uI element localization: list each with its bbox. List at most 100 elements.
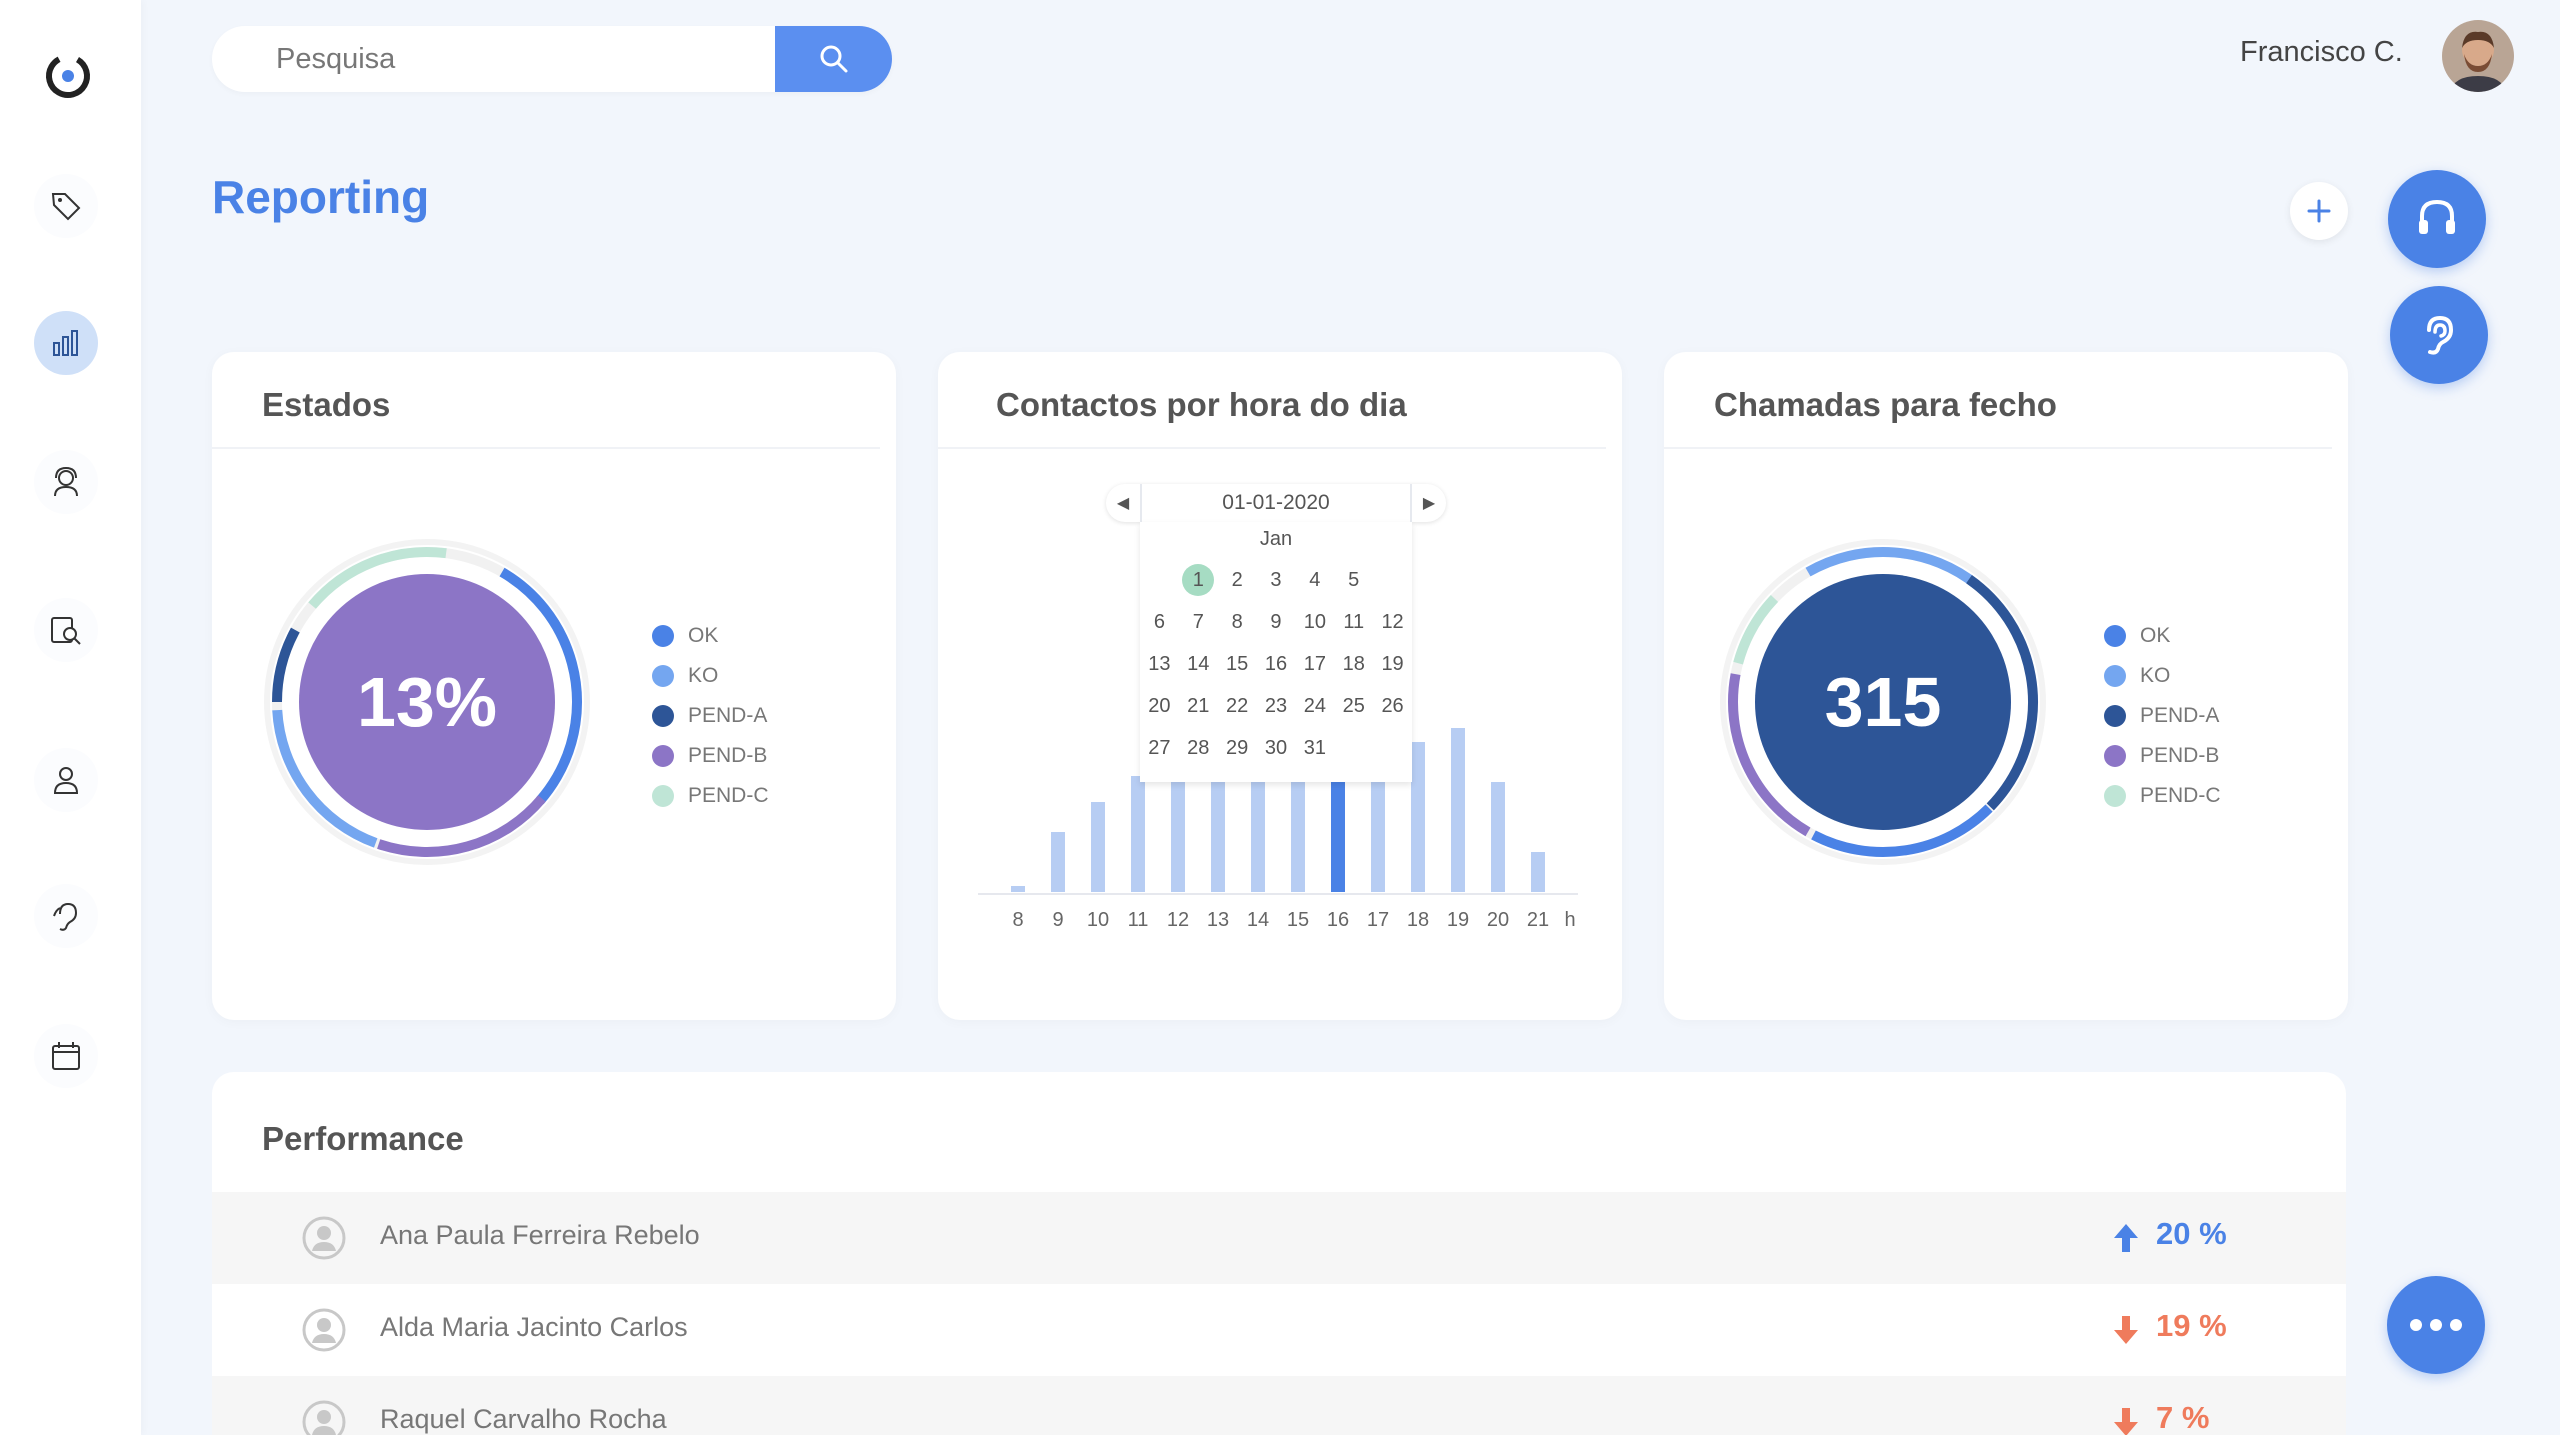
datepicker-day[interactable]: 18: [1342, 652, 1365, 675]
avatar[interactable]: [2442, 20, 2514, 92]
support-headset-button[interactable]: [2388, 170, 2486, 268]
legend-item-pend-a: PEND-A: [2104, 696, 2221, 736]
datepicker-day[interactable]: 16: [1264, 652, 1288, 675]
calendar-icon: [52, 1042, 80, 1070]
x-tick-label: 13: [1207, 909, 1229, 931]
datepicker-day[interactable]: 1: [1179, 560, 1218, 600]
page-title: Reporting: [212, 171, 430, 223]
datepicker-day[interactable]: 2: [1231, 568, 1243, 591]
ear-icon: [2427, 315, 2454, 355]
datepicker-day[interactable]: 23: [1264, 694, 1288, 717]
datepicker-day[interactable]: 14: [1187, 652, 1210, 675]
sidebar-item-agents[interactable]: [34, 450, 98, 514]
sidebar-item-user[interactable]: [34, 748, 98, 812]
datepicker-day[interactable]: 27: [1148, 736, 1171, 759]
sidebar-item-listening[interactable]: [34, 884, 98, 948]
table-row[interactable]: Ana Paula Ferreira Rebelo 20 %: [212, 1192, 2346, 1284]
datepicker-day[interactable]: 26: [1381, 694, 1404, 717]
arrow-up-icon: [2114, 1224, 2138, 1252]
datepicker-day[interactable]: 19: [1381, 652, 1404, 675]
user-avatar-icon: [302, 1308, 346, 1352]
listen-button[interactable]: [2390, 286, 2488, 384]
datepicker-day[interactable]: 3: [1270, 568, 1282, 591]
datepicker-day[interactable]: 10: [1303, 610, 1326, 633]
legend-item-pend-a: PEND-A: [652, 696, 769, 736]
datepicker: ◀ 01-01-2020 ▶ Jan 1 2 3 4 5 6 7 8 9 10 11 12 13 14 15…: [1106, 484, 1446, 784]
x-tick-label: 10: [1087, 909, 1109, 931]
datepicker-day[interactable]: 31: [1303, 736, 1326, 759]
user-name[interactable]: Francisco C.: [2240, 36, 2403, 68]
datepicker-day[interactable]: 5: [1348, 568, 1360, 591]
performance-value: 7 %: [2156, 1400, 2210, 1435]
datepicker-day[interactable]: 8: [1231, 610, 1243, 633]
datepicker-day[interactable]: 11: [1343, 610, 1365, 633]
legend-item-ko: KO: [652, 656, 769, 696]
datepicker-day[interactable]: 22: [1226, 694, 1249, 717]
sidebar-item-search-users[interactable]: [34, 598, 98, 662]
datepicker-day[interactable]: 20: [1148, 694, 1171, 717]
headset-agent-icon: [54, 466, 78, 497]
logo-icon[interactable]: [44, 52, 92, 100]
datepicker-day[interactable]: 21: [1187, 694, 1210, 717]
more-options-button[interactable]: [2387, 1276, 2485, 1374]
datepicker-day[interactable]: 7: [1192, 610, 1204, 633]
datepicker-day[interactable]: 29: [1226, 736, 1249, 759]
datepicker-header: ◀ 01-01-2020 ▶: [1106, 484, 1446, 522]
card-chamadas: Chamadas para fecho 315 OK KO PEND-A PEN…: [1664, 352, 2348, 1020]
card-title: Performance: [262, 1120, 464, 1157]
bar-14[interactable]: [1251, 756, 1265, 892]
datepicker-day[interactable]: 12: [1381, 610, 1404, 633]
table-row[interactable]: Raquel Carvalho Rocha 7 %: [212, 1376, 2346, 1435]
x-tick-label: 17: [1367, 909, 1389, 931]
bar-chart-icon: [53, 330, 78, 356]
datepicker-days: 1 2 3 4 5 6 7 8 9 10 11 12 13 14 15 16 17 18 19 20 21 22 23 24 2…: [1140, 560, 1412, 768]
card-title: Chamadas para fecho: [1714, 386, 2057, 423]
bar-8[interactable]: [1011, 886, 1025, 892]
card-title: Contactos por hora do dia: [996, 386, 1407, 423]
legend-item-ko: KO: [2104, 656, 2221, 696]
add-button[interactable]: [2290, 182, 2348, 240]
datepicker-month: Jan: [1259, 528, 1293, 550]
bar-11[interactable]: [1131, 776, 1145, 892]
legend-item-pend-c: PEND-C: [2104, 776, 2221, 816]
x-tick-label: 11: [1128, 909, 1149, 931]
datepicker-next-button[interactable]: ▶: [1422, 495, 1436, 512]
card-estados: Estados 13% OK KO PEND-A PEND-B PEND-C: [212, 352, 896, 1020]
sidebar-item-calendar[interactable]: [34, 1024, 98, 1088]
sidebar-item-tags[interactable]: [34, 174, 98, 238]
plus-icon: [2307, 199, 2331, 223]
bar-18[interactable]: [1411, 742, 1425, 892]
datepicker-day[interactable]: 24: [1303, 694, 1326, 717]
datepicker-day[interactable]: 28: [1187, 736, 1210, 759]
datepicker-day[interactable]: 6: [1153, 610, 1165, 633]
table-row[interactable]: Alda Maria Jacinto Carlos 19 %: [212, 1284, 2346, 1376]
bar-13[interactable]: [1211, 748, 1225, 892]
datepicker-date-value[interactable]: 01-01-2020: [1140, 484, 1412, 522]
legend-item-pend-b: PEND-B: [652, 736, 769, 776]
search-button[interactable]: [775, 26, 892, 92]
legend-item-pend-c: PEND-C: [652, 776, 769, 816]
arrow-down-icon: [2114, 1316, 2138, 1344]
card-title: Estados: [262, 386, 391, 423]
x-tick-label: 18: [1407, 909, 1429, 931]
performance-value: 20 %: [2156, 1216, 2227, 1251]
bar-21[interactable]: [1531, 852, 1545, 892]
datepicker-prev-button[interactable]: ◀: [1116, 495, 1130, 512]
datepicker-day[interactable]: 30: [1264, 736, 1288, 759]
bar-17[interactable]: [1371, 762, 1385, 892]
bar-20[interactable]: [1491, 782, 1505, 892]
search-bar: [212, 26, 892, 92]
bar-9[interactable]: [1051, 832, 1065, 892]
bar-10[interactable]: [1091, 802, 1105, 892]
datepicker-day[interactable]: 4: [1309, 568, 1321, 591]
sidebar-item-reporting[interactable]: [34, 311, 98, 375]
datepicker-day[interactable]: 15: [1226, 652, 1249, 675]
datepicker-day[interactable]: 9: [1270, 610, 1282, 633]
datepicker-day[interactable]: 17: [1303, 652, 1326, 675]
datepicker-day[interactable]: 25: [1342, 694, 1365, 717]
datepicker-day[interactable]: 13: [1148, 652, 1171, 675]
x-tick-label: 9: [1052, 909, 1063, 931]
x-tick-label: 14: [1247, 909, 1269, 931]
search-input[interactable]: [212, 26, 772, 92]
bar-19[interactable]: [1451, 728, 1465, 892]
